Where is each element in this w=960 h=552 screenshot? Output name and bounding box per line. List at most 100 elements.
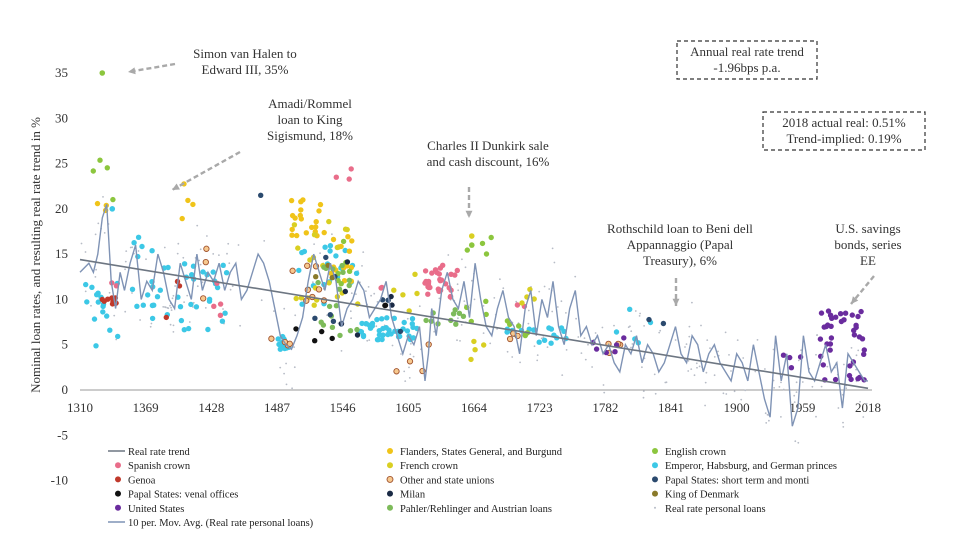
annotation-arrowhead xyxy=(851,296,859,304)
personal-loan-point xyxy=(177,242,180,245)
data-point-flanders xyxy=(300,197,306,203)
data-point-emperor xyxy=(181,327,187,333)
data-point-venal xyxy=(293,326,299,332)
x-tick-label: 1310 xyxy=(67,400,93,415)
data-point-emperor xyxy=(193,304,200,310)
data-point-english xyxy=(522,332,528,339)
data-point-emperor xyxy=(342,247,348,254)
personal-loan-point xyxy=(199,263,202,266)
data-point-other xyxy=(202,258,209,266)
personal-loan-point xyxy=(237,244,240,246)
personal-loan-point xyxy=(319,252,321,255)
data-point-flanders xyxy=(313,224,319,230)
y-tick-label: 30 xyxy=(55,110,68,125)
personal-loan-point xyxy=(94,276,97,278)
data-point-emperor xyxy=(322,244,328,250)
data-point-pahler xyxy=(326,303,333,310)
personal-loan-point xyxy=(641,366,643,369)
legend-marker-genoa xyxy=(115,476,121,483)
data-point-us xyxy=(612,349,618,355)
data-point-french xyxy=(471,338,477,345)
legend-marker-pahler xyxy=(387,504,393,511)
data-point-flanders xyxy=(316,208,322,214)
annotation-charles: Charles II Dunkirk sale xyxy=(427,138,549,153)
personal-loan-point xyxy=(409,353,412,356)
data-point-us xyxy=(859,336,866,342)
personal-loan-point xyxy=(691,301,693,304)
legend-marker-flanders xyxy=(387,448,393,454)
data-point-us xyxy=(818,310,825,316)
personal-loan-point xyxy=(756,339,759,341)
personal-loan-point xyxy=(418,305,421,308)
personal-loan-point xyxy=(859,400,861,403)
personal-loan-point xyxy=(865,402,868,405)
personal-loan-point xyxy=(283,372,285,375)
personal-loan-point xyxy=(373,292,376,295)
personal-loan-point xyxy=(736,339,739,341)
legend-label-other: Other and state unions xyxy=(400,475,494,486)
data-point-other xyxy=(506,335,514,343)
data-point-english xyxy=(483,311,489,318)
data-point-pahler xyxy=(340,269,346,275)
personal-loan-point xyxy=(102,196,104,198)
personal-loan-point xyxy=(800,349,802,352)
personal-loan-point xyxy=(724,331,727,334)
personal-loan-point xyxy=(583,337,586,339)
personal-loan-point xyxy=(768,419,770,422)
personal-loan-point xyxy=(438,297,441,300)
personal-loan-point xyxy=(231,285,234,288)
data-point-papalst xyxy=(660,320,667,327)
data-point-pahler xyxy=(456,310,463,316)
data-point-emperor xyxy=(177,304,184,310)
data-point-emperor xyxy=(541,337,548,343)
personal-loan-point xyxy=(285,362,287,365)
y-tick-label: -5 xyxy=(57,427,68,442)
data-point-emperor xyxy=(93,343,99,349)
personal-loan-point xyxy=(740,398,743,401)
x-tick-label: 1428 xyxy=(198,400,224,415)
data-point-emperor xyxy=(280,345,287,351)
info-box-trendbox xyxy=(676,40,818,80)
data-point-us xyxy=(787,354,793,361)
data-point-emperor xyxy=(363,321,370,327)
personal-loan-point xyxy=(642,390,645,392)
personal-loan-point xyxy=(283,307,286,310)
personal-loan-point xyxy=(713,374,716,377)
data-point-genoa xyxy=(101,298,107,304)
data-point-emperor xyxy=(210,269,216,275)
personal-loan-point xyxy=(696,366,698,369)
personal-loan-point xyxy=(463,300,466,302)
data-point-emperor xyxy=(134,303,140,309)
personal-loan-point xyxy=(565,349,568,351)
data-point-emperor xyxy=(145,292,151,298)
data-point-us xyxy=(833,314,839,320)
data-point-venal xyxy=(382,302,388,309)
x-tick-label: 1605 xyxy=(395,400,421,415)
personal-loan-point xyxy=(553,261,556,264)
personal-loan-point xyxy=(260,299,263,302)
personal-loan-point xyxy=(162,306,165,308)
personal-loan-point xyxy=(766,413,769,416)
personal-loan-point xyxy=(852,364,854,367)
personal-loan-point xyxy=(630,346,632,349)
personal-loan-point xyxy=(845,387,848,390)
data-point-us xyxy=(832,376,839,383)
personal-loan-point xyxy=(843,363,845,366)
personal-loan-point xyxy=(169,323,172,326)
data-point-other xyxy=(203,245,210,252)
legend-marker-french xyxy=(387,462,393,469)
personal-loan-point xyxy=(793,401,796,403)
data-point-other xyxy=(406,358,414,365)
personal-loan-point xyxy=(103,232,106,234)
personal-loan-point xyxy=(172,324,175,327)
personal-loan-point xyxy=(674,339,677,341)
data-point-french xyxy=(326,218,332,225)
data-point-us xyxy=(858,308,864,315)
data-point-denmark xyxy=(329,275,335,281)
personal-loan-point xyxy=(855,368,857,371)
y-tick-label: 20 xyxy=(55,201,68,216)
annotation-ussavings: U.S. savings xyxy=(835,221,900,236)
personal-loan-point xyxy=(294,314,297,317)
y-tick-label: 10 xyxy=(55,291,68,306)
personal-loan-point xyxy=(84,251,87,253)
